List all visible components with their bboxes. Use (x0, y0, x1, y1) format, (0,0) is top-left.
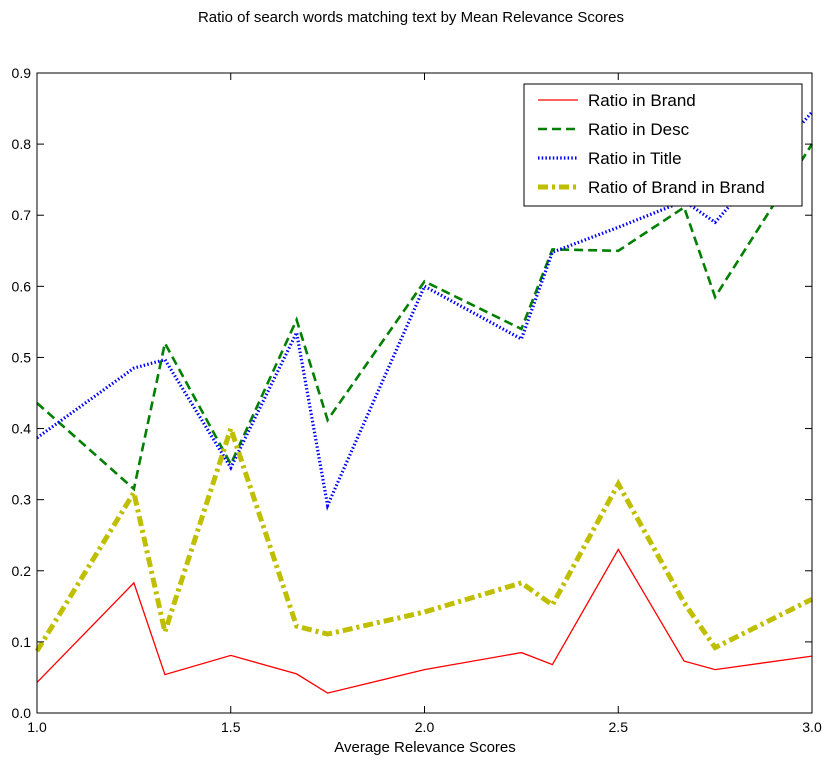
y-tick-label: 0.3 (12, 492, 32, 508)
legend-entries: Ratio in Brand Ratio in Desc Ratio in Titl… (538, 91, 765, 197)
y-tick-label: 0.2 (12, 563, 32, 579)
x-tick-label: 1.5 (221, 719, 241, 735)
x-axis-label: Average Relevance Scores (334, 739, 516, 756)
y-tick-label: 0.0 (12, 705, 32, 721)
y-tick-label: 0.4 (12, 421, 32, 437)
x-tick-label: 1.0 (27, 719, 47, 735)
legend-label-2: Ratio in Desc (588, 120, 690, 139)
legend-label-1: Ratio in Brand (588, 91, 696, 110)
y-tick-label: 0.8 (12, 136, 32, 152)
series-line-4 (34, 420, 814, 653)
axis-ticks (36, 72, 813, 714)
plot-lines (34, 111, 814, 694)
x-tick-label: 2.5 (609, 719, 629, 735)
series-line-1 (36, 548, 813, 694)
legend-box (523, 83, 803, 207)
y-tick-labels: 0.0 0.1 0.2 0.3 0.4 0.5 0.6 0.7 0.8 0.9 (12, 65, 32, 721)
y-tick-label: 0.1 (12, 634, 32, 650)
legend: Ratio in Brand Ratio in Desc Ratio in Titl… (523, 83, 803, 207)
y-tick-label: 0.9 (12, 65, 32, 81)
y-tick-label: 0.7 (12, 207, 32, 223)
x-tick-label: 3.0 (802, 719, 822, 735)
legend-label-3: Ratio in Title (588, 149, 682, 168)
chart-title: Ratio of search words matching text by M… (198, 9, 624, 26)
y-tick-label: 0.5 (12, 349, 32, 365)
legend-label-4: Ratio of Brand in Brand (588, 178, 765, 197)
y-tick-label: 0.6 (12, 278, 32, 294)
x-tick-labels: 1.0 1.5 2.0 2.5 3.0 (27, 719, 822, 735)
x-tick-label: 2.0 (415, 719, 435, 735)
series-line-2 (36, 143, 814, 492)
